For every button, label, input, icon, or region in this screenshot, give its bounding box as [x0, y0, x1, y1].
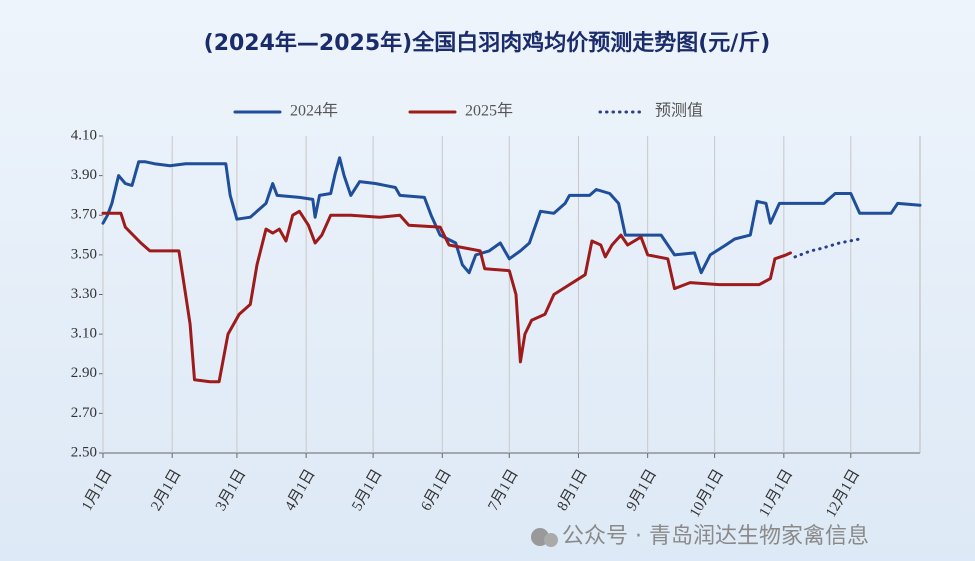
y-tick-label: 3.70: [71, 207, 97, 223]
y-tick-label: 3.30: [71, 286, 97, 302]
y-tick-label: 2.90: [71, 365, 97, 381]
y-tick-label: 2.70: [71, 405, 97, 421]
series-line: [101, 156, 922, 275]
watermark: 公众号 · 青岛润达生物家禽信息: [562, 524, 869, 549]
legend-label: 预测值: [655, 102, 703, 120]
legend-label: 2024年: [290, 102, 338, 120]
forecast-line: [793, 237, 862, 259]
y-tick-label: 2.50: [71, 444, 97, 460]
series-line: [101, 209, 792, 384]
y-tick-label: 4.10: [71, 127, 97, 143]
y-tick-label: 3.10: [71, 326, 97, 342]
watermark-icon: [531, 528, 558, 547]
legend-label: 2025年: [465, 102, 513, 120]
icon: [544, 533, 558, 547]
y-tick-label: 3.90: [71, 167, 97, 183]
y-tick-label: 3.50: [71, 246, 97, 262]
chart-title: (2024年—2025年)全国白羽肉鸡均价预测走势图(元/斤): [204, 30, 771, 56]
